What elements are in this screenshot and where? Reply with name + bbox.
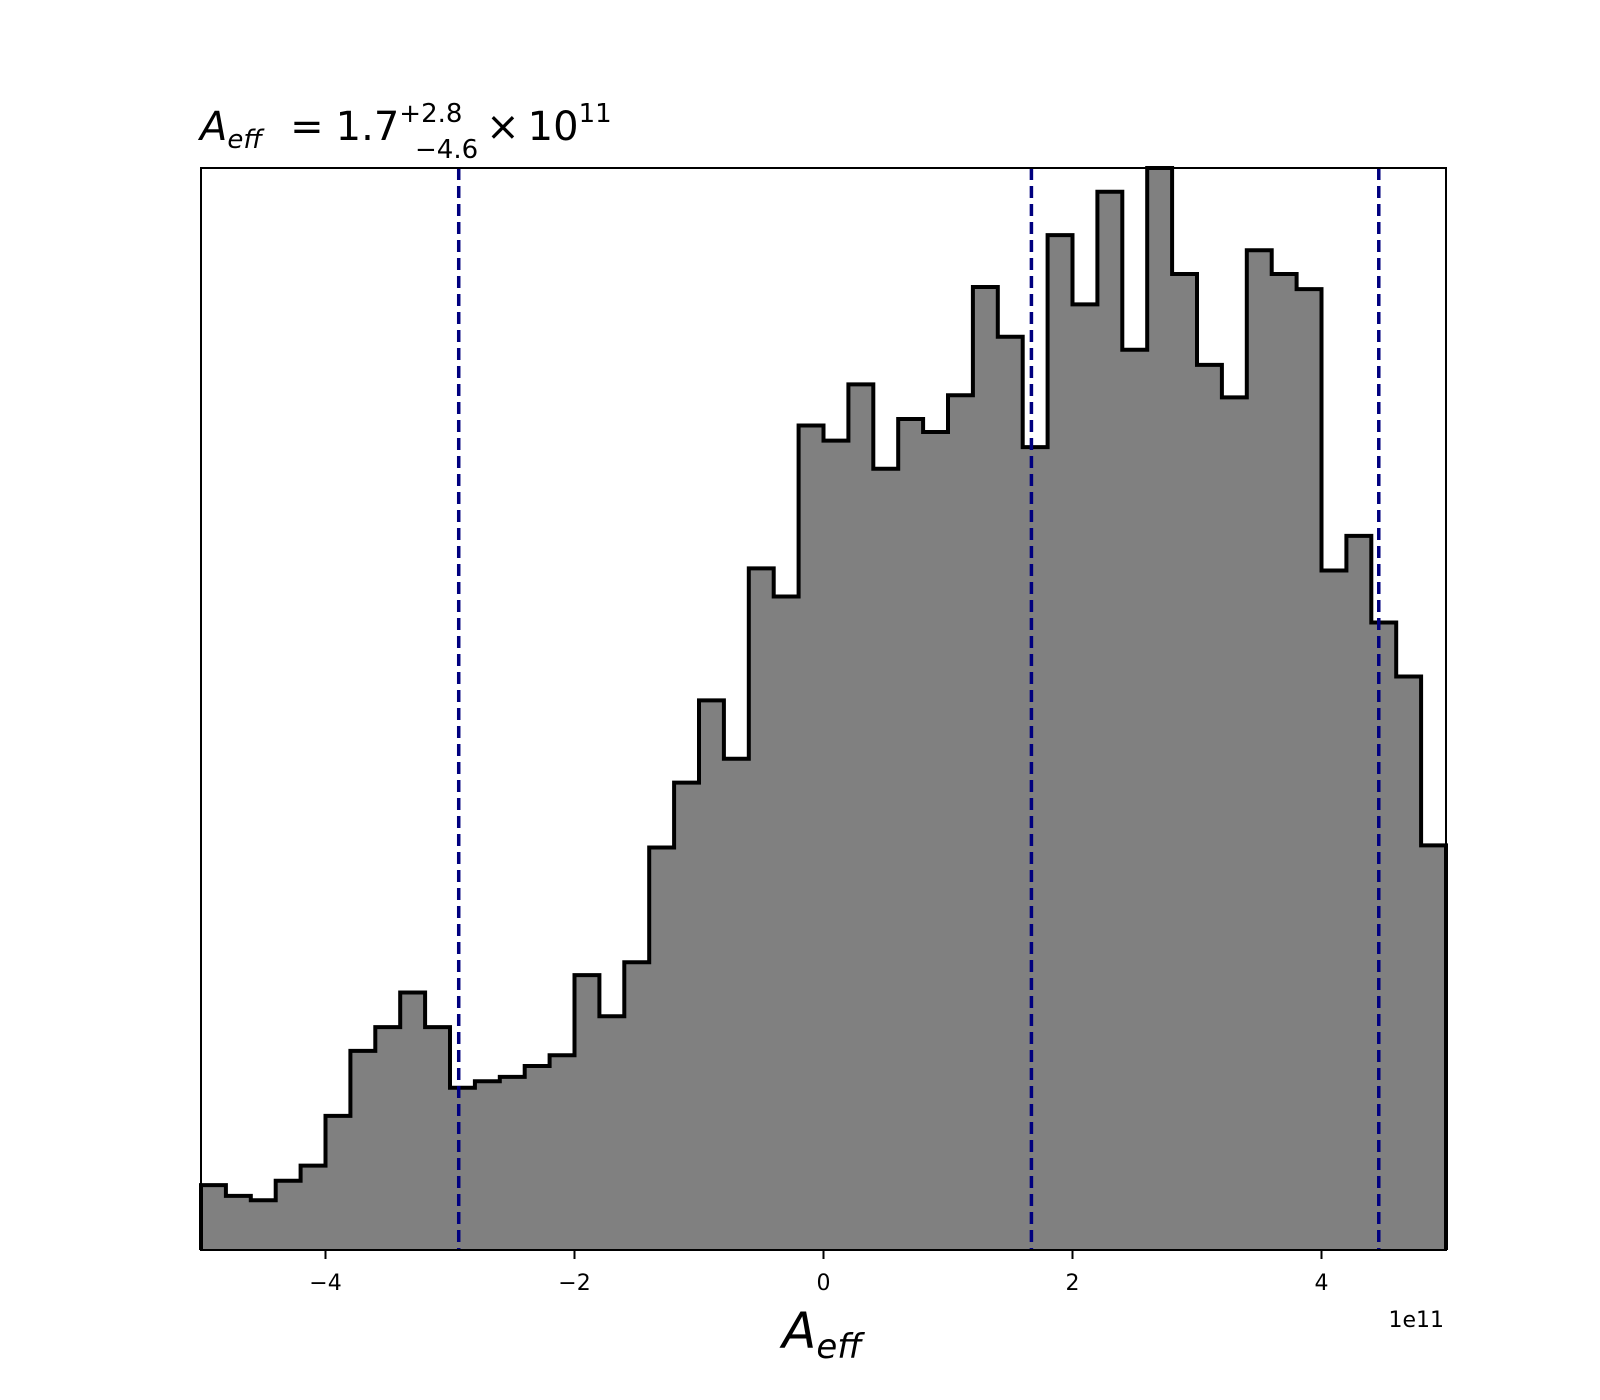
- histogram-bin: [574, 975, 600, 1250]
- histogram-bin: [450, 1087, 476, 1250]
- histogram-bin: [723, 758, 750, 1250]
- histogram-bin: [1246, 250, 1273, 1250]
- title-value: 1.7: [336, 104, 400, 150]
- histogram-bin: [1072, 304, 1098, 1250]
- histogram-bin: [1097, 191, 1123, 1251]
- x-tick-label: 4: [1315, 1271, 1329, 1296]
- histogram-bin: [748, 568, 775, 1250]
- title-power-exponent: 11: [579, 99, 612, 129]
- histogram-bin: [699, 700, 725, 1250]
- histogram-bin: [1172, 274, 1198, 1250]
- histogram-bin: [350, 1050, 376, 1250]
- x-axis-offset-label: 1e11: [1388, 1308, 1444, 1333]
- histogram-bin: [1147, 168, 1173, 1250]
- histogram-bin: [972, 287, 999, 1250]
- x-tick-label: −4: [309, 1271, 341, 1296]
- histogram-outline: [199, 166, 1448, 1250]
- histogram-bin: [300, 1165, 327, 1250]
- histogram-bin: [325, 1115, 351, 1250]
- histogram-bin: [674, 782, 700, 1250]
- histogram-bin: [1197, 364, 1223, 1250]
- histogram-bin: [1421, 845, 1447, 1250]
- x-tick-label: 2: [1066, 1271, 1080, 1296]
- x-axis-label-subscript: eff: [816, 1327, 865, 1367]
- histogram-bin: [898, 419, 924, 1250]
- histogram-bin: [549, 1055, 576, 1250]
- histogram-bin: [1047, 235, 1074, 1251]
- histogram-bin: [848, 384, 874, 1250]
- title-times: ×: [486, 104, 520, 150]
- histogram-bin: [275, 1180, 302, 1250]
- histogram-bin: [425, 1027, 451, 1250]
- x-tick-label: −2: [558, 1271, 590, 1296]
- chart-title: Aeff = 1.7+2.8 −4.6 × 1011: [197, 99, 612, 165]
- histogram-bin: [1346, 535, 1372, 1250]
- histogram-bin: [1271, 274, 1298, 1250]
- title-equals: =: [290, 104, 324, 150]
- histogram-bin: [624, 962, 650, 1250]
- histogram-bin: [599, 1016, 625, 1250]
- histogram-bin: [649, 847, 675, 1250]
- histogram-bin: [1221, 397, 1248, 1250]
- histogram-bin: [499, 1076, 526, 1250]
- histogram-bin: [1371, 622, 1397, 1250]
- histogram-bin: [375, 1027, 401, 1250]
- histogram-bin: [201, 1185, 227, 1250]
- x-tick-label: 0: [817, 1271, 831, 1296]
- histogram-bin: [873, 468, 899, 1250]
- title-power-base: 10: [528, 104, 579, 150]
- histogram-bin: [1396, 676, 1422, 1250]
- histogram-bars: [199, 166, 1448, 1251]
- histogram-bin: [225, 1195, 252, 1250]
- title-symbol-subscript: eff: [227, 125, 265, 155]
- histogram-bin: [400, 992, 426, 1250]
- histogram-bin: [997, 336, 1024, 1250]
- histogram-bin: [823, 440, 849, 1250]
- title-upper-error: +2.8: [399, 99, 462, 129]
- histogram-bin: [773, 596, 800, 1250]
- x-axis-ticks: −4 −2 0 2 4: [309, 1250, 1329, 1296]
- x-axis-label-symbol: A: [779, 1302, 816, 1360]
- histogram-bin: [948, 395, 974, 1251]
- title-symbol: A: [197, 104, 227, 150]
- histogram-bin: [524, 1066, 551, 1250]
- histogram-bin: [1122, 349, 1148, 1250]
- histogram-bin: [1321, 570, 1347, 1250]
- histogram-bin: [1296, 289, 1323, 1251]
- histogram-bin: [250, 1200, 277, 1250]
- histogram-bin: [474, 1081, 501, 1250]
- quantile-lines: [456, 168, 1381, 1250]
- histogram-bin: [798, 425, 825, 1250]
- x-axis-label: Aeff: [779, 1302, 865, 1367]
- histogram-bin: [923, 432, 949, 1250]
- histogram-bin: [1022, 447, 1049, 1250]
- title-lower-error: −4.6: [415, 135, 478, 165]
